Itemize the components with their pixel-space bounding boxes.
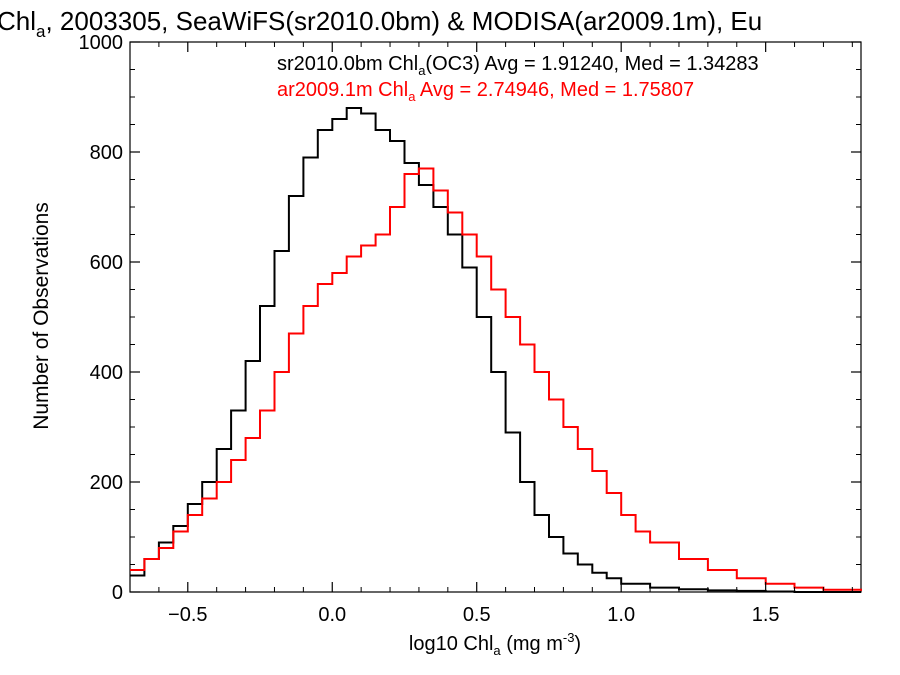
y-tick-label: 400: [90, 362, 123, 384]
y-tick-label: 600: [90, 252, 123, 274]
y-tick-label: 200: [90, 472, 123, 494]
plot-area: −0.5 0.0 0.5 1.0 1.5 0 200 400 600 800 1000: [79, 32, 862, 626]
y-tick-label: 1000: [79, 32, 124, 54]
x-tick-label: −0.5: [168, 604, 207, 626]
xlabel-sup: -3: [563, 630, 575, 645]
title-prefix: Chl: [0, 6, 36, 36]
annotation-red-pre: ar2009.1m Chl: [277, 79, 408, 101]
xlabel-mid: (mg m: [501, 633, 563, 655]
title-subscript: a: [36, 22, 46, 41]
x-tick-label: 0.0: [318, 604, 346, 626]
x-tick-label: 1.0: [607, 604, 635, 626]
annotation-black: sr2010.0bm Chla(OC3) Avg = 1.91240, Med …: [277, 53, 759, 78]
x-axis-label: log10 Chla (mg m-3): [409, 630, 581, 658]
y-tick-label: 800: [90, 142, 123, 164]
annotation-red: ar2009.1m Chla Avg = 2.74946, Med = 1.75…: [277, 79, 694, 104]
annotation-black-post: (OC3) Avg = 1.91240, Med = 1.34283: [425, 53, 758, 75]
series-layer: [130, 107, 862, 593]
annotation-black-pre: sr2010.0bm Chl: [277, 53, 418, 75]
title-rest: , 2003305, SeaWiFS(sr2010.0bm) & MODISA(…: [45, 6, 762, 36]
y-tick-label: 0: [112, 582, 123, 604]
xlabel-sub: a: [493, 643, 501, 658]
annotation-red-sub: a: [408, 89, 416, 104]
annotation-red-post: Avg = 2.74946, Med = 1.75807: [415, 79, 694, 101]
annotation-black-sub: a: [418, 63, 426, 78]
series-line-0: [130, 107, 861, 593]
chart-title: Chla, 2003305, SeaWiFS(sr2010.0bm) & MOD…: [0, 6, 762, 41]
x-tick-label: 0.5: [463, 604, 491, 626]
series-line-1: [130, 167, 862, 591]
ticks-layer: −0.5 0.0 0.5 1.0 1.5 0 200 400 600 800 1000: [79, 32, 861, 626]
y-axis-label: Number of Observations: [30, 202, 53, 430]
xlabel-end: ): [574, 633, 581, 655]
xlabel-prefix: log10 Chl: [409, 633, 494, 655]
x-tick-label: 1.5: [752, 604, 780, 626]
